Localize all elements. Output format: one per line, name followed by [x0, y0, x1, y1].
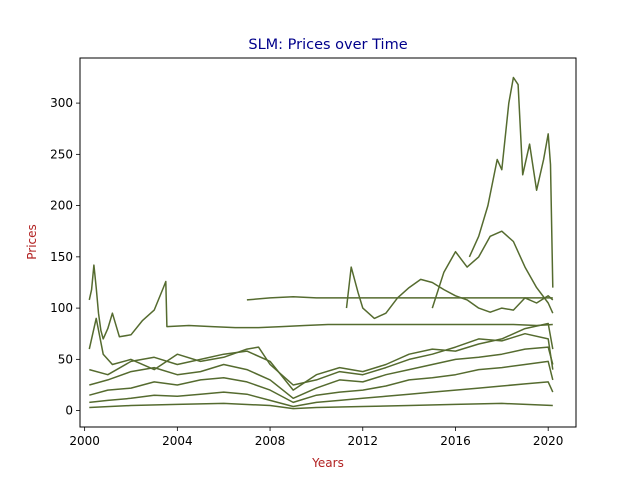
series-line-4 [345, 266, 554, 320]
x-tick-label: 2004 [162, 434, 193, 448]
series-line-6 [89, 346, 554, 400]
x-axis-label: Years [311, 456, 344, 470]
y-tick-label: 100 [50, 301, 73, 315]
plot-area-frame [79, 57, 577, 428]
y-tick-label: 300 [50, 96, 73, 110]
y-tick-label: 0 [65, 404, 73, 418]
x-tick-label: 2012 [347, 434, 378, 448]
y-axis: 0 50 100 150 200 250 300 [50, 96, 80, 418]
x-axis: 2000 2004 2008 2012 2016 2020 [69, 427, 563, 448]
y-tick-label: 50 [58, 352, 73, 366]
x-tick-label: 2020 [533, 434, 564, 448]
series-group [88, 76, 554, 410]
series-line-1 [246, 296, 553, 301]
series-line-10 [88, 317, 554, 386]
series-line-3 [431, 230, 554, 314]
x-tick-label: 2016 [440, 434, 471, 448]
series-line-8 [89, 381, 554, 408]
series-line-2 [468, 76, 554, 288]
y-tick-label: 150 [50, 250, 73, 264]
y-tick-label: 250 [50, 147, 73, 161]
series-line-7 [89, 360, 554, 404]
series-line-5 [89, 322, 554, 391]
x-tick-label: 2000 [69, 434, 100, 448]
chart-title: SLM: Prices over Time [248, 37, 407, 53]
series-line-0 [88, 264, 553, 340]
y-axis-label: Prices [25, 224, 39, 260]
x-tick-label: 2008 [255, 434, 286, 448]
series-line-9 [89, 402, 553, 410]
y-tick-label: 200 [50, 199, 73, 213]
